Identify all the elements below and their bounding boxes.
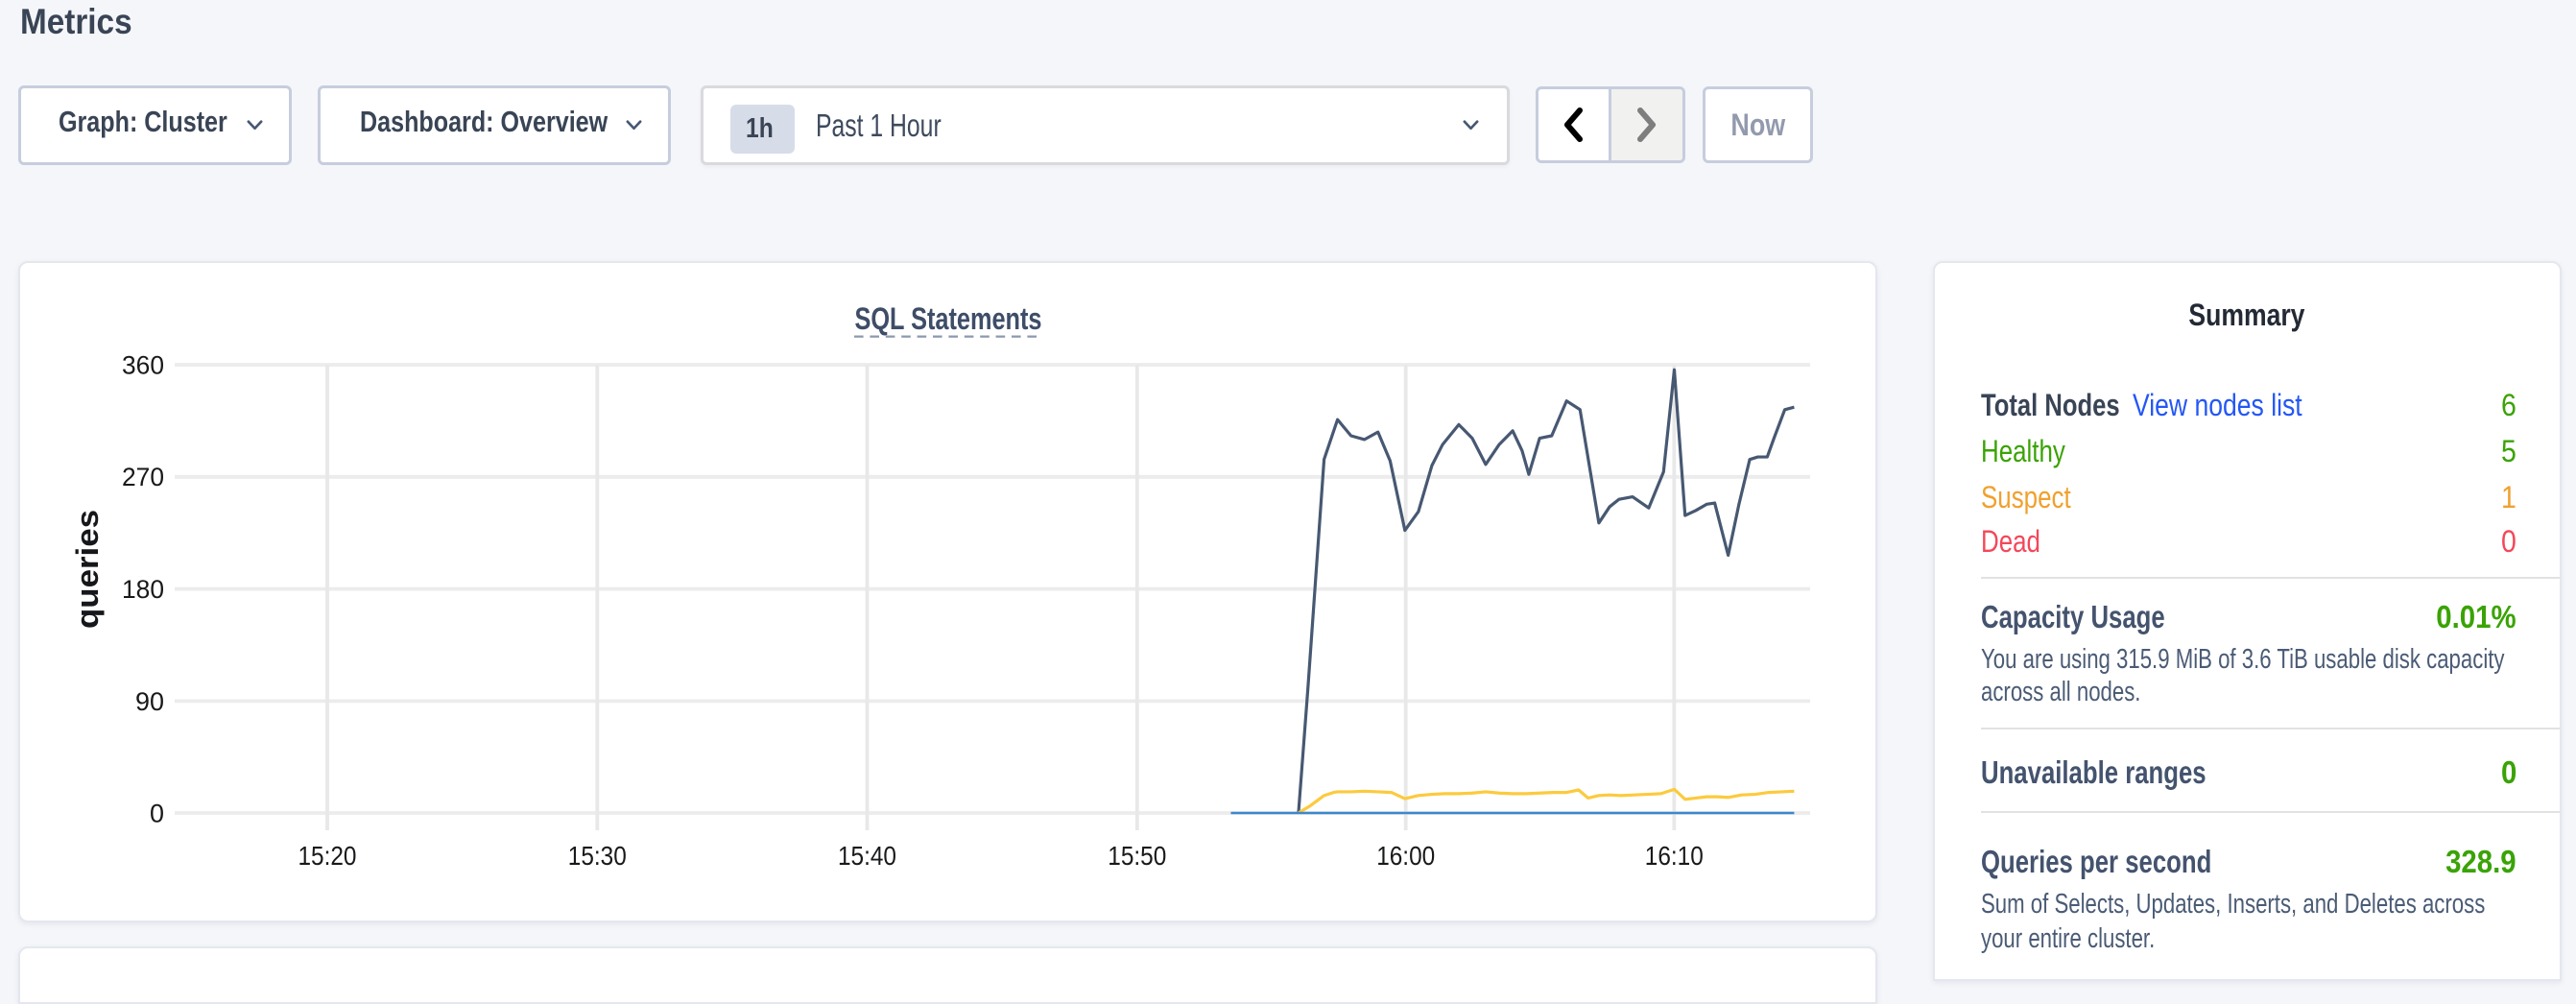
svg-text:0: 0 [150, 799, 164, 827]
svg-text:16:00: 16:00 [1376, 841, 1435, 871]
svg-text:360: 360 [122, 350, 164, 379]
svg-text:15:40: 15:40 [838, 841, 896, 871]
svg-text:15:20: 15:20 [298, 841, 357, 871]
svg-text:queries: queries [70, 510, 105, 629]
svg-text:270: 270 [122, 463, 164, 491]
svg-text:15:30: 15:30 [568, 841, 627, 871]
svg-text:15:50: 15:50 [1108, 841, 1166, 871]
svg-text:SQL Statements: SQL Statements [855, 301, 1042, 336]
svg-text:90: 90 [135, 687, 164, 716]
svg-text:180: 180 [122, 575, 164, 604]
svg-text:16:10: 16:10 [1645, 841, 1704, 871]
